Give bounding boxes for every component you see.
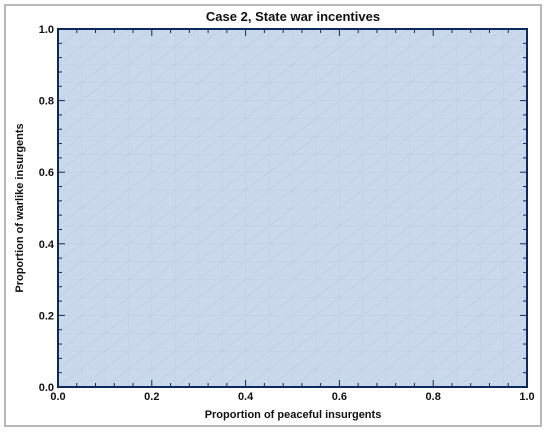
axis-ticks [57, 28, 528, 388]
grid-line-diagonal [175, 118, 527, 387]
chart-title: Case 2, State war incentives [206, 9, 380, 24]
grid-line-diagonal [292, 207, 527, 387]
grid-line-diagonal [58, 29, 223, 155]
y-tick-label: 0.2 [39, 310, 54, 322]
y-tick-label: 1.0 [39, 24, 54, 36]
grid-line-diagonal [315, 225, 527, 387]
grid-line-diagonal [58, 29, 504, 370]
grid-line-diagonal [58, 29, 434, 316]
grid-line-diagonal [526, 386, 527, 387]
grid-line-diagonal [433, 315, 527, 387]
plot-grid [58, 29, 527, 387]
grid-line-diagonal [81, 46, 527, 387]
grid-line-diagonal [58, 29, 481, 352]
grid-line-diagonal [221, 153, 527, 387]
grid-line-diagonal [268, 189, 527, 387]
grid-line-diagonal [58, 29, 270, 191]
grid-line-diagonal [198, 136, 527, 387]
plot-area [57, 28, 528, 388]
grid-line-diagonal [58, 29, 410, 298]
x-tick-labels: 0.0 0.2 0.4 0.6 0.8 1.0 [50, 391, 534, 403]
grid-line-diagonal [128, 82, 527, 387]
y-tick-labels: 0.0 0.2 0.4 0.6 0.8 1.0 [39, 24, 55, 394]
grid-line-diagonal [386, 279, 527, 387]
grid-line-diagonal [58, 29, 317, 227]
y-tick-label: 0.0 [39, 382, 54, 394]
plot-frame [57, 28, 528, 388]
x-tick-label: 0.0 [50, 391, 65, 403]
grid-line-diagonal [58, 29, 364, 263]
grid-line-diagonal [58, 29, 387, 280]
grid-line-diagonal [58, 29, 246, 173]
grid-line-diagonal [362, 261, 527, 387]
y-axis-label: Proportion of warlike insurgents [14, 123, 26, 292]
grid-line-diagonal [58, 29, 457, 334]
y-tick-label: 0.8 [39, 96, 54, 108]
grid-line-diagonal [339, 243, 527, 387]
grid-line-diagonal [58, 29, 152, 101]
grid-line-diagonal [58, 29, 340, 245]
y-tick-label: 0.4 [39, 239, 55, 251]
grid-line-diagonal [58, 29, 293, 209]
x-tick-label: 0.4 [238, 391, 254, 403]
grid-line-diagonal [58, 29, 199, 137]
grid-line-diagonal [58, 29, 527, 387]
x-tick-label: 0.6 [332, 391, 347, 403]
grid-line-diagonal [104, 64, 527, 387]
grid-line-diagonal [58, 29, 59, 30]
grid-line-diagonal [245, 171, 527, 387]
y-tick-label: 0.6 [39, 167, 54, 179]
x-axis-label: Proportion of peaceful insurgents [205, 409, 382, 421]
grid-line-diagonal [409, 297, 527, 387]
x-tick-label: 1.0 [519, 391, 534, 403]
grid-line-diagonal [58, 29, 176, 119]
x-tick-label: 0.8 [426, 391, 441, 403]
x-tick-label: 0.2 [144, 391, 159, 403]
grid-line-diagonal [151, 100, 527, 387]
